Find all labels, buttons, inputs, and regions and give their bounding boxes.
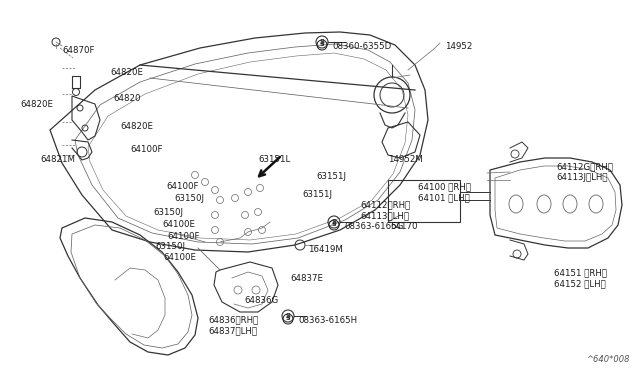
- Text: 64836〈RH〉: 64836〈RH〉: [208, 315, 259, 324]
- Text: 64837〈LH〉: 64837〈LH〉: [208, 326, 257, 335]
- Text: 64100E: 64100E: [162, 220, 195, 229]
- Text: 64100F: 64100F: [130, 145, 163, 154]
- Text: 64837E: 64837E: [290, 274, 323, 283]
- Text: 64101 〈LH〉: 64101 〈LH〉: [418, 193, 470, 202]
- Text: 64113J〈LH〉: 64113J〈LH〉: [556, 173, 607, 182]
- Text: 63151J: 63151J: [316, 172, 346, 181]
- Text: 64113〈LH〉: 64113〈LH〉: [360, 211, 409, 220]
- Text: 64870F: 64870F: [62, 46, 95, 55]
- Text: 08363-6165G: 08363-6165G: [344, 222, 403, 231]
- Text: S: S: [332, 222, 336, 228]
- Text: 14952M: 14952M: [388, 155, 423, 164]
- Text: 63150J: 63150J: [155, 242, 185, 251]
- Text: S: S: [319, 39, 324, 45]
- Text: 63150J: 63150J: [153, 208, 183, 217]
- Text: S: S: [285, 317, 291, 321]
- Bar: [388, 180, 460, 222]
- Text: 64100 〈RH〉: 64100 〈RH〉: [418, 182, 471, 191]
- Text: 14952: 14952: [445, 42, 472, 51]
- Text: S: S: [332, 219, 337, 225]
- Text: 08360-6355D: 08360-6355D: [332, 42, 391, 51]
- Text: 63151J: 63151J: [302, 190, 332, 199]
- Text: 63150J: 63150J: [174, 194, 204, 203]
- Text: 64112〈RH〉: 64112〈RH〉: [360, 200, 410, 209]
- Text: 64820: 64820: [113, 94, 141, 103]
- Text: 64820E: 64820E: [20, 100, 53, 109]
- Text: 64820E: 64820E: [120, 122, 153, 131]
- Text: 64151 〈RH〉: 64151 〈RH〉: [554, 268, 607, 277]
- Text: S: S: [320, 42, 324, 48]
- Text: 64170: 64170: [390, 222, 417, 231]
- Text: 16419M: 16419M: [308, 245, 343, 254]
- Text: 08363-6165H: 08363-6165H: [298, 316, 357, 325]
- Text: 64820E: 64820E: [110, 68, 143, 77]
- Text: 64100F: 64100F: [166, 182, 198, 191]
- Text: 63151L: 63151L: [258, 155, 291, 164]
- Text: 64112G〈RH〉: 64112G〈RH〉: [556, 162, 613, 171]
- Text: 64821M: 64821M: [40, 155, 75, 164]
- Text: 64100E: 64100E: [163, 253, 196, 262]
- Text: 64152 〈LH〉: 64152 〈LH〉: [554, 279, 605, 288]
- Text: ^640*008: ^640*008: [586, 355, 630, 364]
- Text: 64100F: 64100F: [167, 232, 200, 241]
- Text: S: S: [285, 313, 291, 319]
- Text: 64836G: 64836G: [244, 296, 278, 305]
